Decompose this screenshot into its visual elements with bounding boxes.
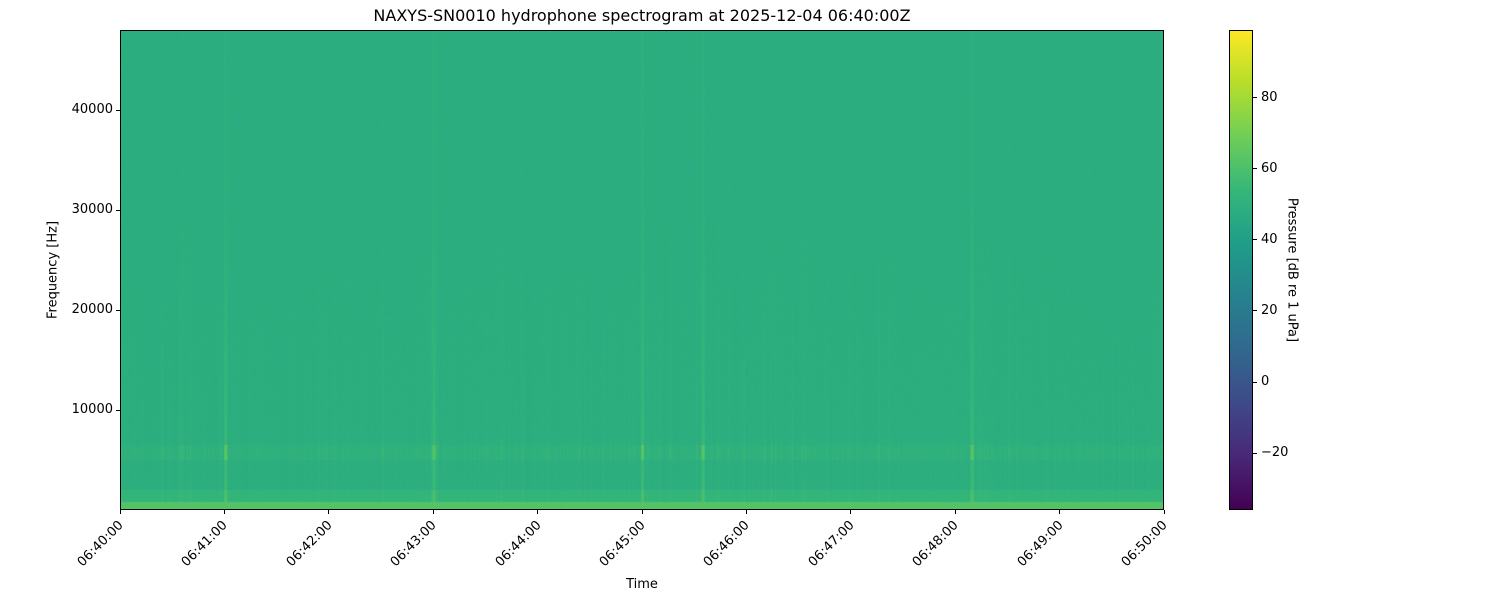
x-tick-label: 06:50:00	[1118, 518, 1171, 570]
colorbar-tick-mark	[1253, 310, 1257, 312]
y-tick-label: 40000	[71, 102, 113, 117]
x-tick-mark	[223, 510, 225, 514]
y-tick-mark	[116, 309, 120, 311]
x-tick-label: 06:41:00	[179, 518, 231, 570]
x-tick-mark	[537, 510, 539, 514]
chart-title: NAXYS-SN0010 hydrophone spectrogram at 2…	[373, 6, 911, 25]
x-tick-mark	[1059, 510, 1061, 514]
colorbar-tick-label: 80	[1261, 89, 1278, 105]
x-axis-label: Time	[626, 577, 658, 592]
x-tick-mark	[1163, 510, 1165, 514]
x-tick-label: 06:42:00	[283, 518, 336, 570]
colorbar-tick-label: 0	[1261, 374, 1270, 389]
x-tick-label: 06:49:00	[1014, 518, 1067, 570]
x-tick-label: 06:48:00	[909, 518, 962, 570]
colorbar-tick-mark	[1253, 239, 1257, 241]
x-tick-label: 06:45:00	[596, 518, 649, 570]
y-tick-label: 30000	[71, 202, 113, 217]
colorbar-tick-label: 40	[1261, 231, 1278, 247]
x-tick-label: 06:40:00	[74, 518, 127, 570]
y-tick-label: 20000	[71, 302, 113, 317]
colorbar-tick-mark	[1253, 97, 1257, 99]
x-tick-mark	[432, 510, 434, 514]
x-tick-mark	[328, 510, 330, 514]
x-tick-mark	[641, 510, 643, 514]
spectrogram-image	[121, 31, 1163, 509]
x-tick-label: 06:44:00	[492, 518, 545, 570]
colorbar-tick-label: −20	[1261, 445, 1289, 461]
x-tick-mark	[119, 510, 121, 514]
colorbar-tick-label: 60	[1261, 160, 1278, 176]
x-tick-mark	[954, 510, 956, 514]
x-tick-label: 06:43:00	[387, 518, 440, 570]
colorbar-label: Pressure [dB re 1 uPa]	[1284, 197, 1300, 343]
colorbar-tick-mark	[1253, 168, 1257, 170]
y-axis-label: Frequency [Hz]	[45, 220, 61, 320]
colorbar	[1229, 30, 1253, 510]
colorbar-tick-label: 20	[1261, 302, 1278, 318]
y-tick-mark	[116, 209, 120, 211]
x-tick-label: 06:46:00	[701, 518, 753, 570]
x-tick-mark	[745, 510, 747, 514]
colorbar-tick-mark	[1253, 381, 1257, 383]
x-tick-mark	[850, 510, 852, 514]
y-tick-label: 10000	[71, 402, 113, 417]
y-tick-mark	[116, 409, 120, 411]
spectrogram-plot-area	[120, 30, 1164, 510]
colorbar-tick-mark	[1253, 452, 1257, 454]
y-tick-mark	[116, 109, 120, 111]
x-tick-label: 06:47:00	[805, 518, 858, 570]
